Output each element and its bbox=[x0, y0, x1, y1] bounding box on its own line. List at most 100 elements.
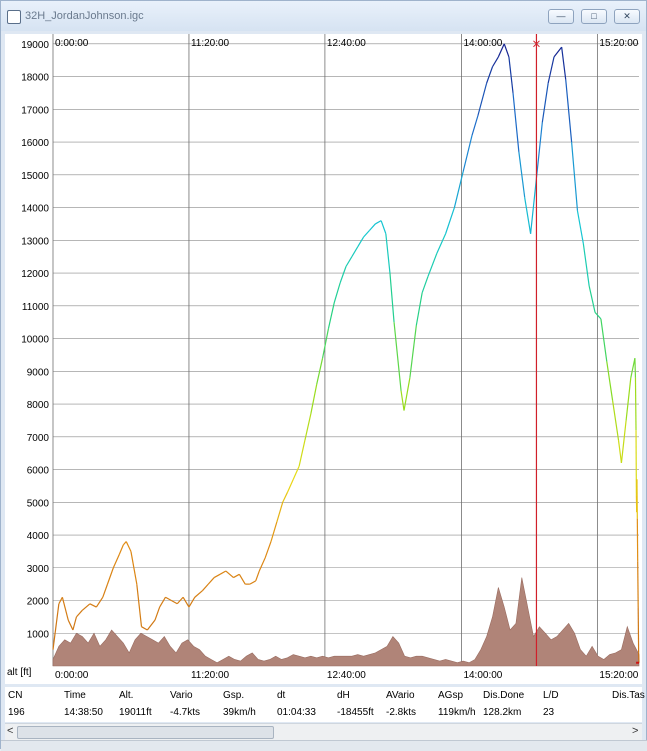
y-tick-label: 10000 bbox=[21, 335, 49, 346]
altitude-trace-segment bbox=[271, 522, 277, 542]
altitude-trace-segment bbox=[422, 276, 428, 292]
altitude-trace-segment bbox=[123, 542, 126, 545]
bottom-time-label: 15:20:00 bbox=[599, 670, 638, 681]
altitude-trace-segment bbox=[504, 44, 509, 57]
cell-vario: -4.7kts bbox=[170, 707, 200, 718]
column-header-avario: AVario bbox=[386, 690, 415, 701]
altitude-trace-segment bbox=[493, 57, 499, 67]
altitude-trace-segment bbox=[562, 47, 566, 80]
altitude-trace-segment bbox=[454, 172, 463, 208]
cell-agsp: 119km/h bbox=[438, 707, 476, 718]
altitude-trace-segment bbox=[68, 620, 73, 630]
column-header-gsp: Gsp. bbox=[223, 690, 244, 701]
bottom-time-label: 0:00:00 bbox=[55, 670, 89, 681]
altitude-trace-segment bbox=[305, 414, 311, 440]
y-tick-label: 18000 bbox=[21, 73, 49, 84]
altitude-trace-segment bbox=[478, 83, 487, 116]
y-tick-label: 11000 bbox=[22, 302, 50, 313]
altitude-trace-segment bbox=[631, 358, 635, 378]
column-header-dt: dt bbox=[277, 690, 285, 701]
y-tick-label: 19000 bbox=[21, 40, 49, 51]
altitude-trace-segment bbox=[618, 440, 621, 463]
column-header-cn: CN bbox=[8, 690, 22, 701]
altitude-trace-segment bbox=[346, 257, 352, 267]
top-time-label: 0:00:00 bbox=[55, 38, 89, 49]
y-tick-label: 12000 bbox=[21, 269, 49, 280]
column-header-dis-tas: Dis.Tas bbox=[612, 690, 645, 701]
altitude-trace-segment bbox=[381, 221, 386, 234]
scroll-right-arrow-icon[interactable]: > bbox=[632, 725, 638, 737]
altitude-trace-segment bbox=[183, 597, 189, 607]
altitude-trace-segment bbox=[76, 610, 82, 617]
altitude-trace-segment bbox=[463, 136, 472, 172]
y-tick-label: 2000 bbox=[27, 597, 50, 608]
altitude-trace-segment bbox=[572, 142, 578, 211]
altitude-trace-segment bbox=[160, 597, 166, 607]
altitude-trace-segment bbox=[566, 80, 572, 142]
altitude-trace-segment bbox=[53, 604, 59, 650]
altitude-trace-segment bbox=[126, 542, 131, 552]
altitude-trace-segment bbox=[171, 601, 177, 604]
altitude-trace-segment bbox=[589, 286, 595, 312]
altitude-trace-segment bbox=[334, 283, 340, 303]
altitude-trace-segment bbox=[73, 617, 77, 630]
scroll-thumb[interactable] bbox=[17, 726, 274, 739]
bottom-time-label: 14:00:00 bbox=[463, 670, 502, 681]
maximize-button[interactable]: □ bbox=[581, 9, 607, 24]
altitude-trace-segment bbox=[352, 247, 358, 257]
chart-svg: 1000200030004000500060007000800090001000… bbox=[5, 34, 642, 684]
altitude-trace-segment bbox=[583, 244, 589, 287]
altitude-trace-segment bbox=[323, 329, 329, 358]
altitude-trace-segment bbox=[601, 319, 607, 362]
close-button[interactable]: ✕ bbox=[614, 9, 640, 24]
scroll-left-arrow-icon[interactable]: < bbox=[7, 725, 13, 737]
y-tick-label: 16000 bbox=[21, 138, 49, 149]
status-strip bbox=[1, 740, 647, 751]
altitude-trace-segment bbox=[220, 571, 226, 574]
altitude-trace-segment bbox=[293, 466, 299, 479]
column-header-dis-done: Dis.Done bbox=[483, 690, 524, 701]
altitude-trace-segment bbox=[386, 234, 390, 273]
altitude-trace-segment bbox=[226, 571, 234, 578]
altitude-trace-segment bbox=[233, 574, 239, 577]
altitude-trace-segment bbox=[626, 378, 631, 421]
altitude-trace-segment bbox=[437, 234, 446, 254]
minimize-button[interactable]: — bbox=[548, 9, 574, 24]
altitude-trace-segment bbox=[113, 555, 119, 568]
title-bar: 32H_JordanJohnson.igc — □ ✕ bbox=[1, 1, 646, 31]
altitude-trace-segment bbox=[446, 208, 455, 234]
altitude-trace-segment bbox=[82, 604, 90, 611]
column-header-ld: L/D bbox=[543, 690, 559, 701]
altitude-trace-segment bbox=[287, 479, 293, 492]
altitude-trace-segment bbox=[107, 568, 113, 584]
cell-dt: 01:04:33 bbox=[277, 707, 316, 718]
top-time-label: 15:20:00 bbox=[599, 38, 638, 49]
y-tick-label: 8000 bbox=[27, 400, 50, 411]
altitude-trace-segment bbox=[265, 542, 271, 558]
y-axis-label: alt [ft] bbox=[7, 667, 32, 678]
altitude-trace-segment bbox=[375, 221, 381, 224]
altitude-trace-segment bbox=[277, 502, 283, 522]
altitude-trace-segment bbox=[536, 122, 542, 178]
altitude-trace-segment bbox=[548, 57, 554, 83]
window-title: 32H_JordanJohnson.igc bbox=[25, 10, 144, 22]
altitude-trace-segment bbox=[250, 581, 256, 584]
altitude-trace-segment bbox=[607, 361, 613, 400]
top-time-label: 12:40:00 bbox=[327, 38, 366, 49]
altitude-trace-segment bbox=[369, 224, 375, 231]
altitude-trace-segment bbox=[404, 378, 410, 411]
altitude-trace-segment bbox=[509, 57, 513, 93]
horizontal-scrollbar[interactable]: < > bbox=[5, 723, 642, 740]
altitude-trace-segment bbox=[595, 312, 601, 319]
altitude-trace-segment bbox=[214, 574, 220, 577]
altitude-trace-segment bbox=[283, 492, 288, 502]
column-header-dh: dH bbox=[337, 690, 350, 701]
altitude-trace-segment bbox=[90, 604, 96, 607]
altitude-trace-segment bbox=[328, 303, 334, 329]
top-time-label: 11:20:00 bbox=[191, 38, 230, 49]
altitude-trace-segment bbox=[259, 558, 265, 571]
cell-gsp: 39km/h bbox=[223, 707, 256, 718]
cell-avario: -2.8kts bbox=[386, 707, 416, 718]
